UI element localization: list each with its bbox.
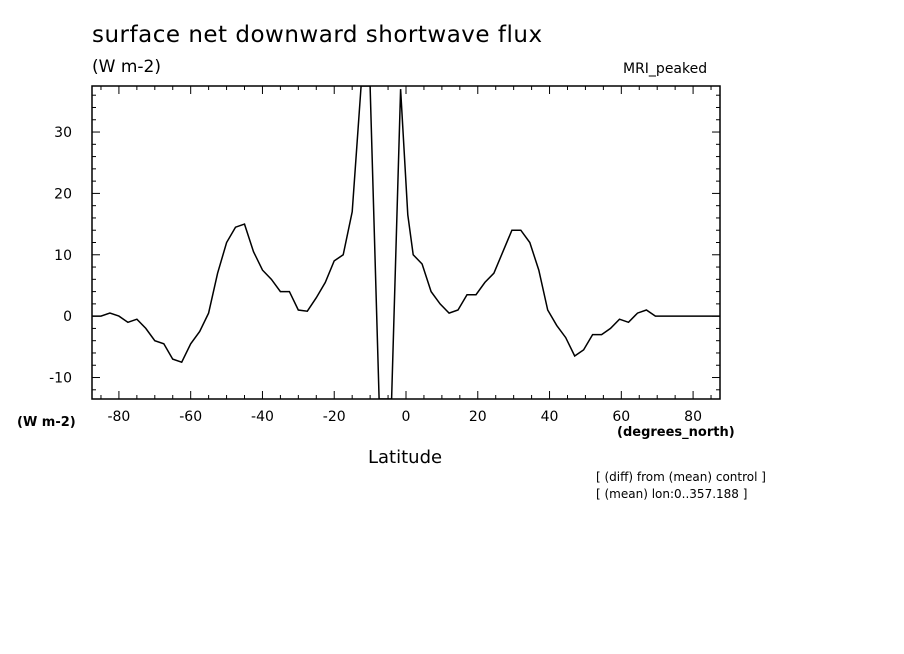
y-tick-label: 0 — [63, 309, 72, 325]
chart-units: (W m-2) — [92, 57, 161, 77]
y-tick-label: 10 — [54, 248, 72, 264]
note-diff: [ (diff) from (mean) control ] — [596, 470, 766, 484]
note-mean: [ (mean) lon:0..357.188 ] — [596, 487, 748, 501]
model-label: MRI_peaked — [623, 61, 708, 77]
series-line-0 — [92, 86, 720, 399]
x-tick-label: 40 — [541, 409, 559, 425]
x-tick-label: 60 — [612, 409, 630, 425]
x-tick-label: 0 — [402, 409, 411, 425]
y-tick-label: -10 — [49, 371, 72, 387]
x-axis-unit-label: (degrees_north) — [617, 425, 735, 440]
x-tick-label: -60 — [179, 409, 202, 425]
x-tick-label: -80 — [107, 409, 130, 425]
x-tick-label: 20 — [469, 409, 487, 425]
x-axis-label: Latitude — [368, 447, 443, 468]
x-tick-label: -20 — [323, 409, 346, 425]
y-tick-label: 30 — [54, 125, 72, 141]
y-tick-label: 20 — [54, 186, 72, 202]
x-tick-label: 80 — [684, 409, 702, 425]
x-tick-label: -40 — [251, 409, 274, 425]
y-axis-unit-label: (W m-2) — [17, 415, 76, 430]
chart-title: surface net downward shortwave flux — [92, 22, 543, 48]
